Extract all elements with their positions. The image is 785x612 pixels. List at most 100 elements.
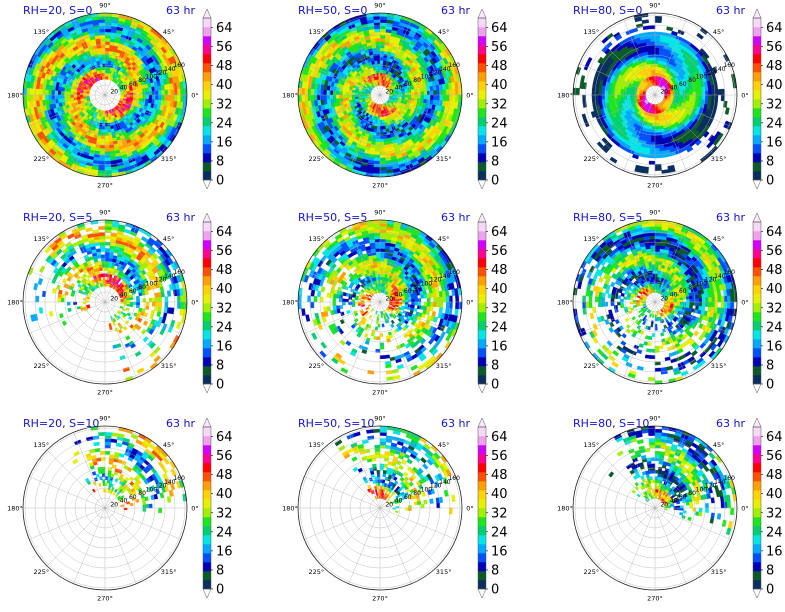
colorbar-tick-label: 8 xyxy=(766,154,774,169)
radial-gridline xyxy=(104,301,181,334)
radius-tick-label: 60 xyxy=(129,81,137,88)
angle-tick-label: 90° xyxy=(374,415,386,423)
radial-gridline xyxy=(104,301,137,378)
angle-tick-label: 90° xyxy=(99,2,111,10)
angle-tick-label: 180° xyxy=(7,92,23,100)
colorbar-tick-label: 40 xyxy=(216,282,233,297)
colorbar-tick-label: 56 xyxy=(216,244,233,259)
colorbar-segment xyxy=(753,63,761,73)
colorbar-segment xyxy=(753,508,761,518)
colorbar-tick-label: 40 xyxy=(766,487,783,502)
colorbar-segment xyxy=(753,81,761,91)
radial-gridline xyxy=(379,432,412,509)
radius-tick-label: 80 xyxy=(413,284,421,291)
radius-tick-label: 40 xyxy=(670,292,678,299)
colorbar-segment xyxy=(478,454,486,464)
colorbar-tick-label: 24 xyxy=(216,320,233,335)
panel-title: RH=80, S=5 xyxy=(573,211,642,224)
angle-tick-label: 270° xyxy=(97,595,113,603)
angle-tick-label: 315° xyxy=(436,568,452,576)
colorbar-5: 0 8 16 24 32 40 48 56 64 xyxy=(477,212,508,394)
colorbar-segment xyxy=(753,249,761,259)
colorbar-tick-label: 32 xyxy=(216,506,233,521)
radius-tick-label: 120 xyxy=(705,70,717,77)
angle-tick-label: 315° xyxy=(161,362,177,370)
angle-tick-label: 0° xyxy=(466,299,473,307)
colorbar-segment xyxy=(203,153,211,163)
angle-tick-label: 225° xyxy=(34,568,50,576)
angle-tick-label: 0° xyxy=(191,505,198,513)
colorbar-segment xyxy=(203,472,211,482)
angle-tick-label: 0° xyxy=(741,92,748,100)
radial-gridline xyxy=(654,270,731,303)
colorbar-segment xyxy=(478,45,486,55)
radial-gridline xyxy=(73,432,106,509)
radius-tick-label: 20 xyxy=(110,88,118,95)
radial-gridline xyxy=(104,301,164,361)
colorbar-7: 0 8 16 24 32 40 48 56 64 xyxy=(202,417,233,599)
radius-tick-label: 120 xyxy=(430,277,442,284)
colorbar-frame xyxy=(752,17,762,181)
colorbar-segment xyxy=(753,436,761,446)
colorbar-segment xyxy=(478,571,486,581)
polar-frame xyxy=(22,12,188,178)
colorbar-segment xyxy=(478,117,486,127)
colorbar-segment xyxy=(753,108,761,118)
radial-gridline xyxy=(104,226,137,303)
colorbar-tick-label: 48 xyxy=(216,59,233,74)
radial-gridline xyxy=(29,301,106,334)
radial-gridline xyxy=(623,507,656,584)
radial-gridline xyxy=(579,476,656,509)
colorbar-segment xyxy=(753,99,761,109)
angle-tick-label: 225° xyxy=(584,568,600,576)
radial-gridline xyxy=(104,94,164,154)
radial-gridline xyxy=(104,94,137,171)
radial-gridline xyxy=(379,476,456,509)
angle-tick-label: 315° xyxy=(436,155,452,163)
radius-tick-label: 140 xyxy=(714,479,726,486)
colorbar-segment xyxy=(478,294,486,304)
radius-tick-label: 100 xyxy=(696,486,708,493)
radial-gridline xyxy=(348,94,381,171)
colorbar-tick-label: 32 xyxy=(491,97,508,112)
angle-tick-label: 315° xyxy=(711,568,727,576)
colorbar-tick-label: 40 xyxy=(491,282,508,297)
panel-1: 0°45°90°135°180°225°270°315°204060801001… xyxy=(7,2,199,190)
angle-tick-label: 180° xyxy=(557,92,573,100)
colorbar-tick-label: 56 xyxy=(766,244,783,259)
angle-tick-label: 135° xyxy=(584,28,600,36)
angle-tick-label: 45° xyxy=(438,235,450,243)
radius-tick-label: 80 xyxy=(138,77,146,84)
radius-tick-label: 20 xyxy=(660,295,668,302)
colorbar-segment xyxy=(753,27,761,37)
colorbar-segment xyxy=(753,18,761,28)
panel-time-label: 63 hr xyxy=(166,211,195,224)
colorbar-segment xyxy=(478,472,486,482)
colorbar-segment xyxy=(753,294,761,304)
colorbar-segment xyxy=(203,294,211,304)
colorbar-segment xyxy=(478,348,486,358)
polar-frame xyxy=(22,425,188,591)
colorbar-segment xyxy=(478,171,486,181)
colorbar-segment xyxy=(753,90,761,100)
angle-tick-label: 135° xyxy=(309,28,325,36)
colorbar-segment xyxy=(478,27,486,37)
colorbar-tick-label: 48 xyxy=(491,263,508,278)
colorbar-tick-label: 40 xyxy=(216,78,233,93)
colorbar-segment xyxy=(478,231,486,241)
radius-tick-label: 160 xyxy=(723,62,735,69)
colorbar-extend-min xyxy=(202,179,212,190)
colorbar-segment xyxy=(203,126,211,136)
colorbar-segment xyxy=(203,18,211,28)
colorbar-segment xyxy=(478,144,486,154)
angle-tick-label: 0° xyxy=(191,92,198,100)
colorbar-segment xyxy=(203,427,211,437)
precip-field xyxy=(23,13,187,177)
radial-gridline xyxy=(379,507,456,540)
radial-gridline xyxy=(379,507,412,584)
radial-gridline xyxy=(321,449,381,509)
radial-gridline xyxy=(73,226,106,303)
colorbar-tick-label: 32 xyxy=(216,301,233,316)
colorbar-extend-max xyxy=(477,417,487,428)
colorbar-tick-label: 56 xyxy=(216,40,233,55)
